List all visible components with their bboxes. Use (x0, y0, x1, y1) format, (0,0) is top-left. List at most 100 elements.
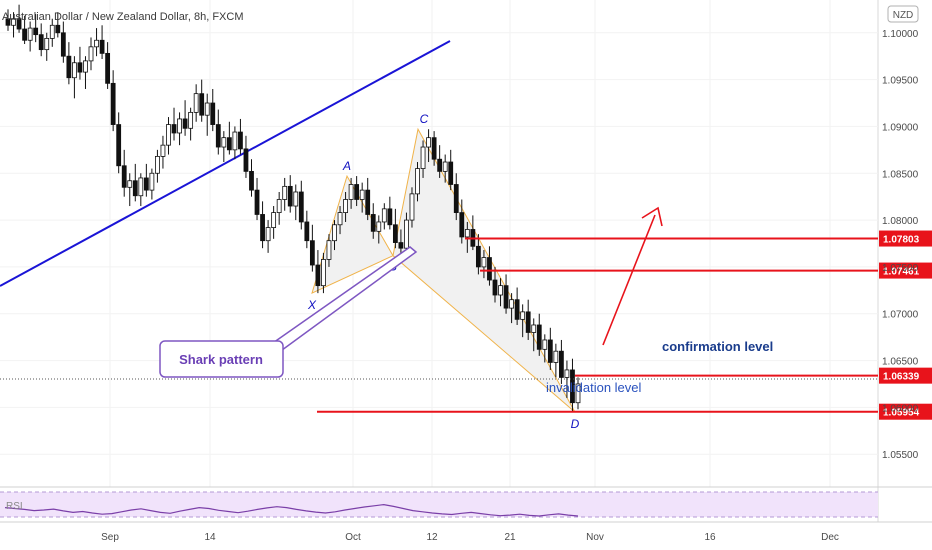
candle-body (326, 240, 332, 260)
candle-body (238, 131, 243, 150)
trend-line[interactable] (0, 40, 451, 287)
price-level-label: 1.07803 (883, 235, 920, 246)
candle-body (155, 156, 160, 174)
y-tick-label: 1.08000 (882, 216, 919, 227)
candle-body (271, 212, 277, 228)
time-axis: Sep 14 Oct 12 21 Nov 16 Dec (101, 532, 839, 543)
candle-body (88, 46, 94, 62)
candle-body (11, 18, 16, 26)
x-tick-label: Oct (345, 532, 361, 543)
candle-body (72, 62, 77, 79)
y-tick-label: 1.07500 (882, 263, 919, 274)
candle-body (575, 383, 581, 404)
candle-body (431, 137, 437, 160)
x-tick-label: 12 (426, 532, 438, 543)
candle-body (348, 184, 354, 200)
candle-body (5, 18, 11, 26)
candle-body (354, 184, 360, 200)
candle-body (453, 184, 459, 213)
currency-badge[interactable]: NZD (887, 5, 919, 23)
candle-body (415, 168, 420, 195)
candle-body (520, 311, 526, 320)
candle-body (564, 369, 570, 378)
candle-body (503, 285, 509, 309)
candle-body (160, 144, 166, 157)
candle-body (536, 324, 542, 350)
candle-body (487, 257, 492, 281)
y-tick-label: 1.07000 (882, 310, 919, 321)
candle-body (171, 124, 177, 134)
candle-body (492, 279, 498, 296)
candle-body (105, 52, 111, 84)
candle-body (265, 227, 271, 242)
rsi-label: RSI (6, 501, 23, 512)
x-tick-label: 16 (704, 532, 716, 543)
candle-body (570, 369, 575, 404)
x-tick-label: Sep (101, 532, 119, 543)
candle-body (404, 219, 409, 249)
rsi-line (4, 503, 579, 517)
x-tick-label: 21 (504, 532, 516, 543)
candle-body (343, 199, 348, 213)
price-level-badge (879, 367, 932, 384)
candle-body (398, 242, 404, 249)
currency-badge-label: NZD (893, 10, 914, 21)
x-tick-label: Dec (821, 532, 839, 543)
candle-body (365, 189, 371, 215)
candle-body (420, 146, 426, 169)
candle-body (182, 118, 188, 129)
candle-body (315, 264, 321, 287)
candle-body (276, 199, 282, 213)
pattern-point-d: D (571, 417, 580, 431)
candle-body (392, 224, 398, 243)
candle-body (226, 137, 232, 151)
candle-body (509, 299, 514, 309)
candle-body (166, 124, 171, 146)
candle-body (27, 27, 33, 41)
price-level-label: 1.05954 (883, 408, 920, 419)
price-axis: 1.05500 1.06000 1.06500 1.07000 1.07500 1.080… (882, 29, 919, 461)
price-level-label: 1.07461 (883, 267, 920, 278)
candle-body (481, 257, 487, 268)
y-tick-label: 1.06500 (882, 357, 919, 368)
candle-body (531, 324, 537, 333)
pattern-xab (311, 174, 394, 295)
candle-body (116, 124, 122, 167)
candle-body (498, 285, 503, 296)
y-tick-label: 1.05500 (882, 450, 919, 461)
x-tick-label: 14 (204, 532, 216, 543)
candle-body (370, 214, 376, 232)
pattern-point-x: X (307, 298, 317, 312)
shark-pattern-callout-text: Shark pattern (179, 352, 263, 367)
price-level-badge (879, 262, 932, 279)
y-tick-label: 1.06000 (882, 403, 919, 414)
candle-body (143, 177, 149, 191)
candle-body (16, 18, 22, 30)
candle-body (33, 27, 39, 36)
candle-body (260, 214, 265, 242)
candle-body (221, 137, 227, 148)
candle-body (304, 221, 310, 242)
candle-body (149, 172, 155, 191)
invalidation-level-label: invalidation level (546, 380, 642, 395)
candle-body (298, 191, 304, 223)
candle-body (282, 185, 288, 200)
shark-pattern-callout[interactable]: Shark pattern (159, 246, 418, 378)
candle-body (121, 165, 127, 188)
candle-body (188, 111, 194, 129)
y-tick-label: 1.08500 (882, 169, 919, 180)
price-level-badge (879, 403, 932, 420)
candle-body (426, 137, 431, 148)
pattern-point-c: C (420, 112, 429, 126)
candle-body (55, 24, 61, 34)
candle-body (558, 350, 564, 378)
candle-body (22, 28, 28, 41)
candle-body (127, 180, 133, 188)
candle-body (94, 39, 99, 48)
candle-body (387, 208, 393, 226)
projection-arrow[interactable] (602, 206, 663, 346)
candle-body (359, 189, 365, 200)
candle-body (376, 221, 382, 232)
candle-body (321, 259, 326, 287)
candle-body (293, 191, 299, 207)
